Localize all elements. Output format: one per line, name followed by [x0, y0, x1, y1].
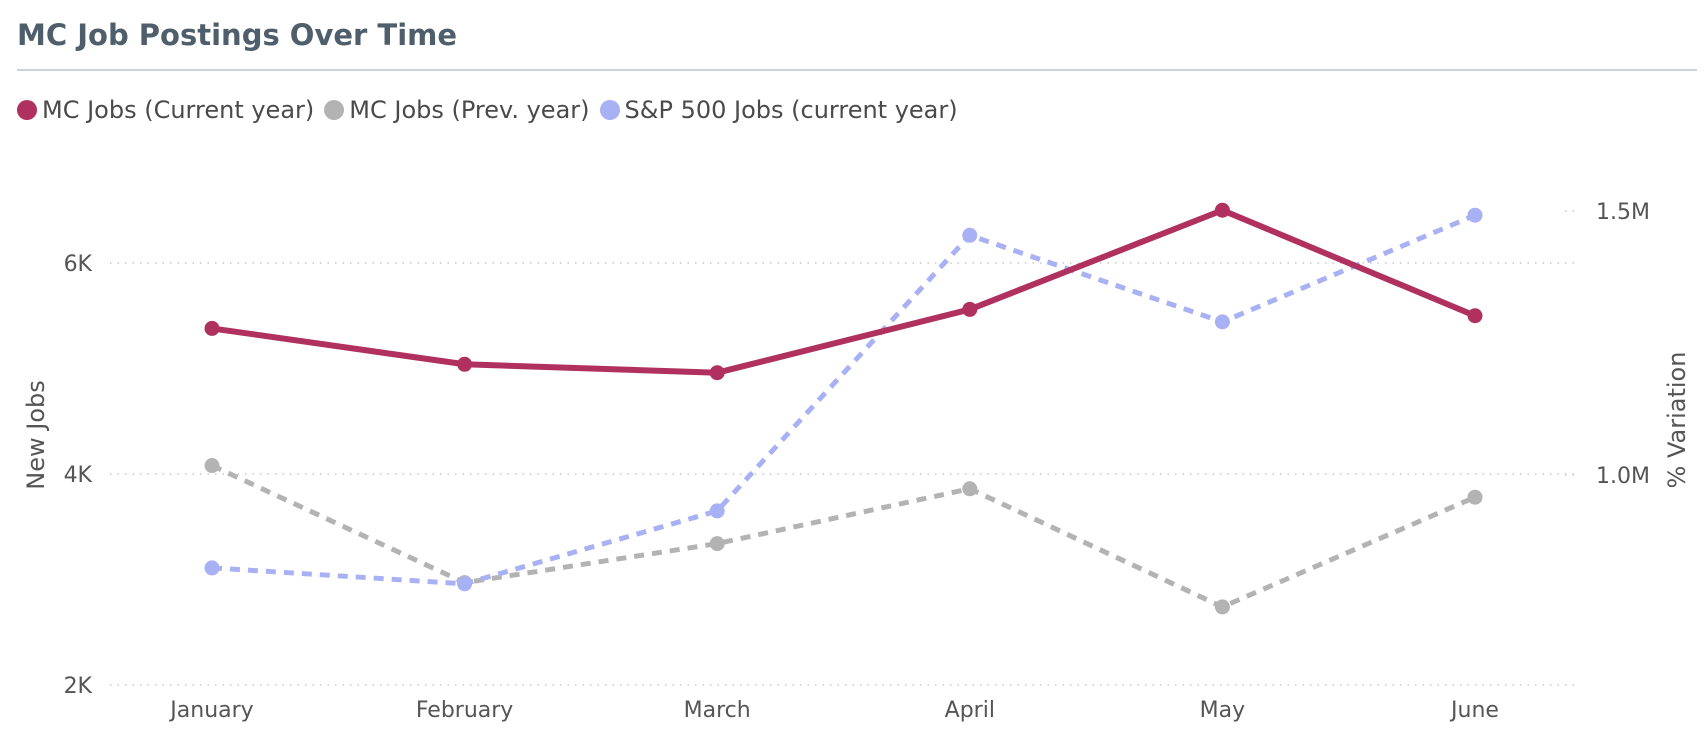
legend-marker-mc-current	[17, 100, 37, 120]
series-line	[209, 207, 1478, 376]
series-1	[204, 458, 1483, 615]
y-left-tick-label: 4K	[64, 463, 93, 488]
data-point[interactable]	[962, 301, 978, 317]
data-point[interactable]	[709, 365, 725, 381]
x-tick-label: March	[684, 698, 751, 723]
legend-marker-mc-prev	[324, 100, 345, 120]
data-point[interactable]	[204, 320, 220, 336]
chart-legend: MC Jobs (Current year) MC Jobs (Prev. ye…	[17, 96, 968, 124]
data-point[interactable]	[962, 227, 978, 243]
legend-label-sp500: S&P 500 Jobs (current year)	[624, 96, 958, 124]
gridlines	[110, 210, 1575, 686]
data-point[interactable]	[1214, 314, 1230, 330]
series-2	[204, 207, 1483, 592]
x-tick-label: June	[1449, 698, 1499, 723]
data-point[interactable]	[1214, 202, 1230, 218]
legend-item-mc-prev[interactable]: MC Jobs (Prev. year)	[324, 96, 590, 124]
x-tick-label: April	[945, 698, 995, 723]
series-line	[210, 463, 1476, 610]
data-point[interactable]	[1467, 308, 1483, 324]
y-left-tick-label: 6K	[64, 252, 93, 277]
y-right-tick-label: 1.5M	[1596, 200, 1650, 225]
legend-item-mc-current[interactable]: MC Jobs (Current year)	[17, 96, 314, 124]
legend-item-sp500[interactable]: S&P 500 Jobs (current year)	[599, 96, 958, 124]
legend-label-mc-prev: MC Jobs (Prev. year)	[349, 96, 590, 124]
data-point[interactable]	[1467, 207, 1483, 223]
series-lines	[204, 202, 1483, 615]
data-point[interactable]	[204, 458, 220, 474]
title-divider	[17, 69, 1697, 71]
y-axis-left-title: New Jobs	[22, 380, 50, 489]
data-point[interactable]	[204, 560, 220, 576]
y-axis-right-title: % Variation	[1663, 352, 1691, 489]
chart-title: MC Job Postings Over Time	[17, 18, 458, 52]
y-right-tick-label: 1.0M	[1596, 464, 1650, 489]
data-point[interactable]	[1214, 599, 1230, 615]
data-point[interactable]	[962, 481, 978, 497]
data-point[interactable]	[457, 356, 473, 372]
series-line	[211, 212, 1476, 587]
legend-marker-sp500	[599, 100, 620, 120]
y-left-tick-label: 2K	[64, 674, 93, 699]
data-point[interactable]	[709, 536, 725, 552]
axes: New Jobs % Variation 2K 4K 6K 1.0M 1.5M Janua…	[22, 200, 1691, 723]
series-0	[204, 202, 1483, 381]
data-point[interactable]	[1467, 489, 1483, 505]
data-point[interactable]	[709, 503, 725, 519]
x-tick-label: May	[1200, 698, 1245, 723]
data-point[interactable]	[457, 576, 473, 592]
legend-label-mc-current: MC Jobs (Current year)	[42, 96, 315, 124]
x-tick-label: January	[168, 698, 253, 723]
x-tick-label: February	[416, 698, 514, 723]
